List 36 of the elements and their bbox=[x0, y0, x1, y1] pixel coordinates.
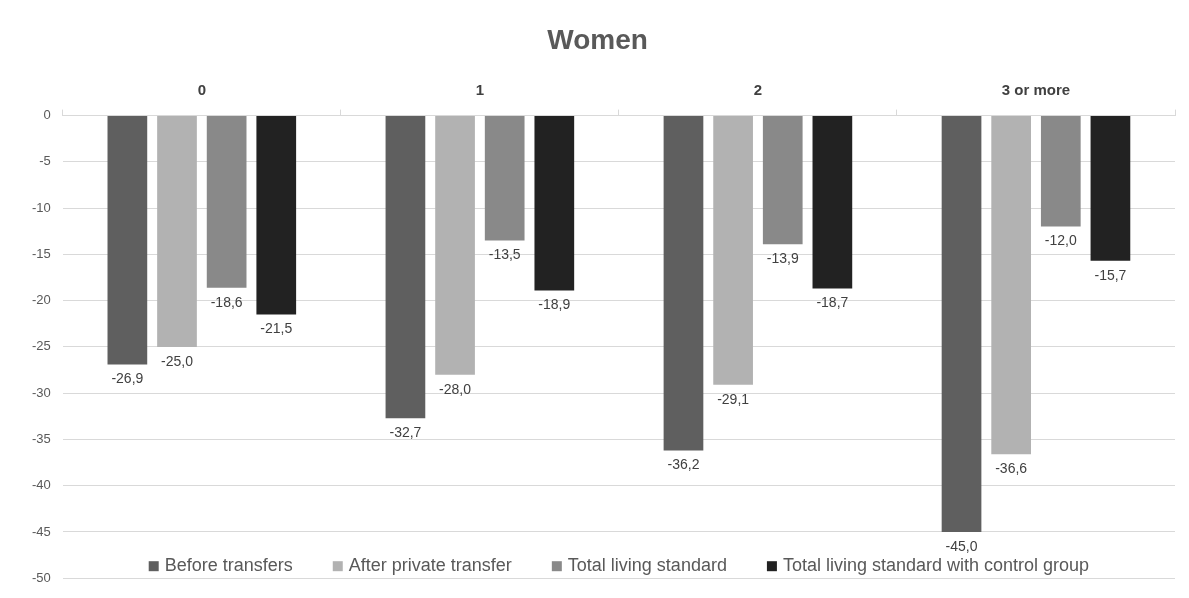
chart-title: Women bbox=[547, 23, 648, 55]
x-tick-label: 0 bbox=[197, 80, 206, 98]
data-label: -18,9 bbox=[538, 296, 571, 313]
data-label: -32,7 bbox=[389, 424, 422, 440]
y-tick-label: -5 bbox=[39, 153, 51, 169]
data-label: -18,7 bbox=[816, 294, 849, 311]
data-label: -21,5 bbox=[260, 320, 293, 337]
legend-label: After private transfer bbox=[348, 555, 512, 576]
legend-label: Total living standard with control group bbox=[782, 555, 1090, 576]
data-label: -25,0 bbox=[161, 352, 194, 369]
legend-label: Total living standard bbox=[567, 555, 727, 576]
y-tick-label: -50 bbox=[31, 569, 51, 585]
x-tick-label: 2 bbox=[753, 80, 763, 98]
data-label: -29,1 bbox=[717, 390, 750, 407]
data-label: -18,6 bbox=[210, 293, 243, 310]
data-label: -28,0 bbox=[439, 380, 472, 397]
x-tick-label: 1 bbox=[475, 80, 485, 98]
y-tick-label: -30 bbox=[31, 384, 51, 400]
x-tick-label: 3 or more bbox=[1001, 80, 1071, 98]
y-tick-label: -40 bbox=[31, 477, 51, 493]
y-tick-label: 0 bbox=[43, 107, 51, 123]
data-label: -13,5 bbox=[488, 246, 521, 263]
data-label: -36,2 bbox=[667, 456, 700, 473]
y-tick-label: -20 bbox=[31, 292, 51, 308]
data-label: -36,6 bbox=[995, 460, 1028, 477]
data-label: -15,7 bbox=[1094, 266, 1127, 283]
data-label: -12,0 bbox=[1044, 232, 1077, 249]
legend-label: Before transfers bbox=[164, 555, 293, 576]
y-tick-label: -45 bbox=[31, 523, 51, 539]
data-label: -26,9 bbox=[111, 370, 144, 387]
y-tick-label: -25 bbox=[31, 338, 51, 354]
y-tick-label: -35 bbox=[31, 431, 51, 446]
data-label: -13,9 bbox=[766, 250, 799, 267]
y-tick-label: -15 bbox=[31, 245, 51, 261]
y-tick-label: -10 bbox=[31, 199, 51, 215]
data-label: -45,0 bbox=[945, 537, 978, 554]
